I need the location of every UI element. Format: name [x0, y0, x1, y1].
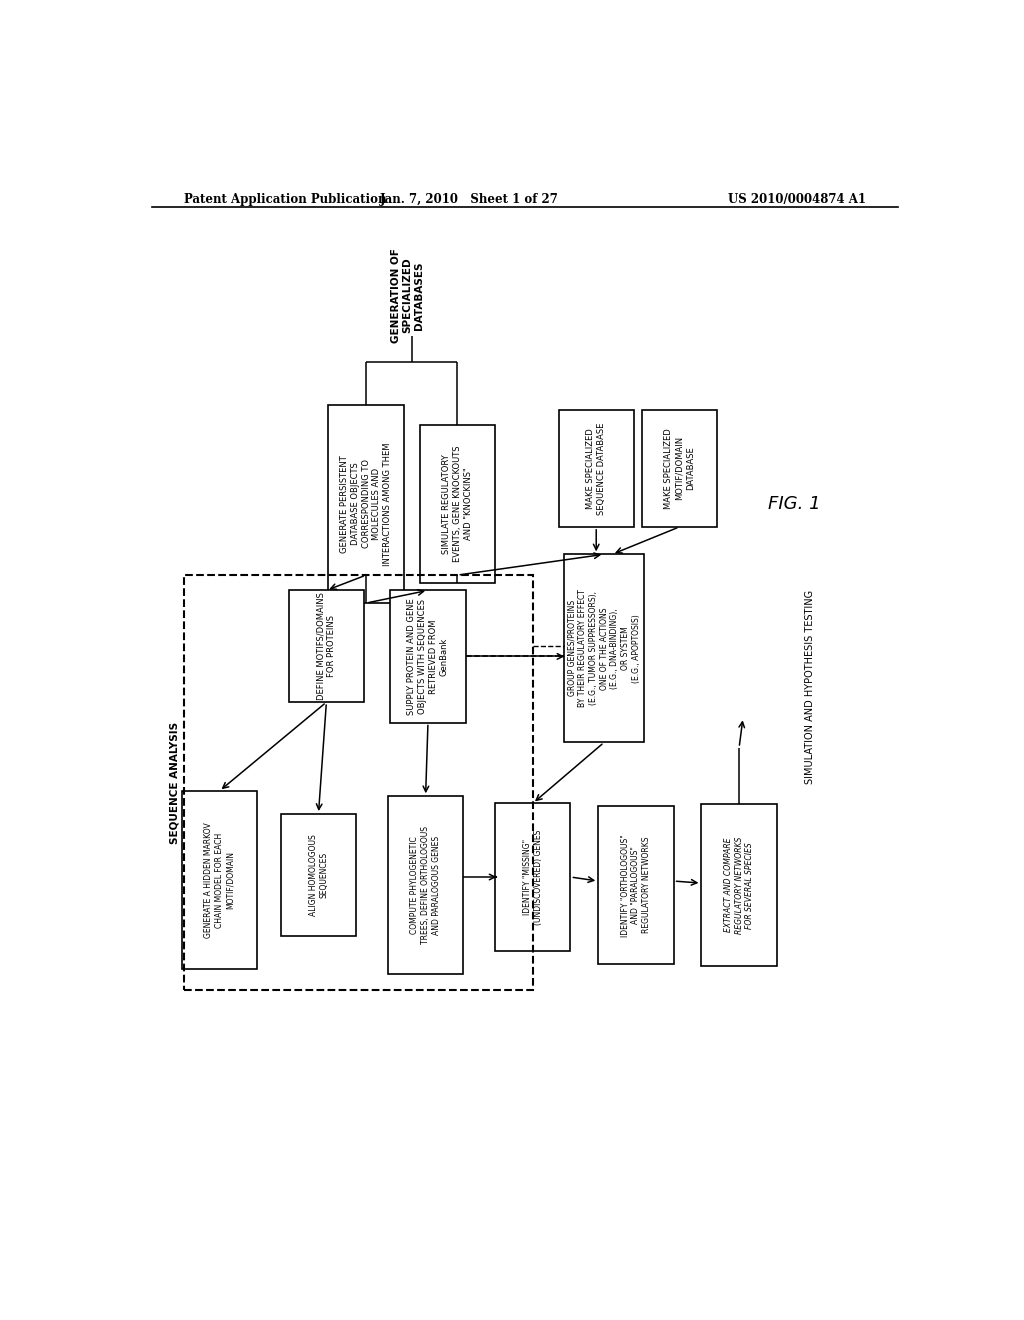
Text: SUPPLY PROTEIN AND GENE
OBJECTS WITH SEQUENCES
RETRIEVED FROM
GenBank: SUPPLY PROTEIN AND GENE OBJECTS WITH SEQ… — [408, 598, 449, 715]
Text: COMPUTE PHYLOGENETIC
TREES, DEFINE ORTHOLOGOUS
AND PARALOGOUS GENES: COMPUTE PHYLOGENETIC TREES, DEFINE ORTHO… — [411, 826, 441, 944]
Bar — [495, 804, 570, 950]
Text: SEQUENCE ANALYSIS: SEQUENCE ANALYSIS — [169, 722, 179, 843]
Bar — [701, 804, 777, 966]
Bar — [420, 425, 495, 582]
Text: GENERATE PERSISTENT
DATABASE OBJECTS
CORRESPONDING TO
MOLECULES AND
INTERACTIONS: GENERATE PERSISTENT DATABASE OBJECTS COR… — [340, 442, 392, 566]
Text: FIG. 1: FIG. 1 — [768, 495, 821, 513]
Bar — [564, 554, 644, 742]
Text: Patent Application Publication: Patent Application Publication — [183, 193, 386, 206]
Text: IDENTIFY "MISSING"
(UNDISCOVERED) GENES: IDENTIFY "MISSING" (UNDISCOVERED) GENES — [523, 829, 543, 925]
Text: SIMULATE REGULATORY
EVENTS, GENE KNOCKOUTS
AND "KNOCKINS": SIMULATE REGULATORY EVENTS, GENE KNOCKOU… — [442, 446, 473, 562]
Text: ALIGN HOMOLOGOUS
SEQUENCES: ALIGN HOMOLOGOUS SEQUENCES — [308, 834, 329, 916]
Text: SIMULATION AND HYPOTHESIS TESTING: SIMULATION AND HYPOTHESIS TESTING — [806, 590, 815, 784]
Text: GROUP GENES/PROTEINS
BY THEIR REGULATORY EFFECT
(E.G., TUMOR SUPPRESSORS),
ONE O: GROUP GENES/PROTEINS BY THEIR REGULATORY… — [567, 589, 641, 708]
Text: Jan. 7, 2010   Sheet 1 of 27: Jan. 7, 2010 Sheet 1 of 27 — [380, 193, 559, 206]
Bar — [329, 405, 403, 603]
Bar — [183, 576, 532, 990]
Text: DEFINE MOTIFS/DOMAINS
FOR PROTEINS: DEFINE MOTIFS/DOMAINS FOR PROTEINS — [316, 593, 336, 700]
Text: GENERATION OF
SPECIALIZED
DATABASES: GENERATION OF SPECIALIZED DATABASES — [391, 248, 424, 343]
Text: EXTRACT AND COMPARE
REGULATORY NETWORKS
FOR SEVERAL SPECIES: EXTRACT AND COMPARE REGULATORY NETWORKS … — [724, 837, 755, 933]
Text: GENERATE A HIDDEN MARKOV
CHAIN MODEL FOR EACH
MOTIF/DOMAIN: GENERATE A HIDDEN MARKOV CHAIN MODEL FOR… — [204, 822, 234, 939]
Bar — [390, 590, 466, 722]
Text: US 2010/0004874 A1: US 2010/0004874 A1 — [728, 193, 866, 206]
Text: MAKE SPECIALIZED
MOTIF/DOMAIN
DATABASE: MAKE SPECIALIZED MOTIF/DOMAIN DATABASE — [665, 428, 695, 508]
Bar — [388, 796, 463, 974]
Text: IDENTIFY "ORTHOLOGOUS"
AND "PARALOGOUS"
REGULATORY NETWORKS: IDENTIFY "ORTHOLOGOUS" AND "PARALOGOUS" … — [621, 834, 651, 936]
Text: MAKE SPECIALIZED
SEQUENCE DATABASE: MAKE SPECIALIZED SEQUENCE DATABASE — [587, 422, 606, 515]
Bar — [281, 814, 356, 936]
Bar — [181, 791, 257, 969]
Bar — [598, 807, 674, 964]
Bar — [558, 411, 634, 527]
Bar — [289, 590, 365, 702]
Bar — [642, 411, 717, 527]
